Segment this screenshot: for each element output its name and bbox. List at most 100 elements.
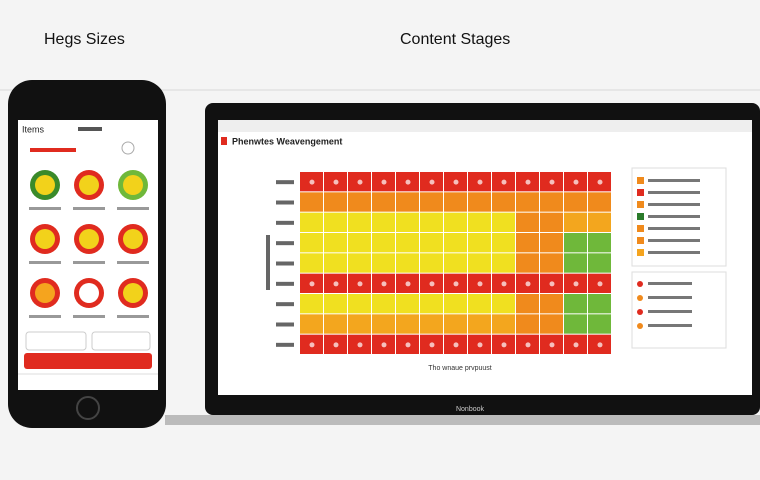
heatmap-cell: [564, 314, 587, 334]
text-placeholder: [73, 261, 105, 264]
heatmap-cell: [468, 314, 491, 334]
legend-swatch: [637, 249, 644, 256]
heatmap-cell: [372, 253, 395, 273]
legend-icon: [637, 295, 643, 301]
legend-icon: [637, 323, 643, 329]
button[interactable]: [91, 331, 151, 351]
heatmap-cell: [468, 294, 491, 314]
heatmap-cell: [588, 212, 611, 232]
cell-icon: [549, 281, 555, 287]
y-axis-label-placeholder: [266, 235, 270, 290]
cell-icon: [381, 342, 387, 348]
legend-text-placeholder: [648, 179, 700, 182]
icon-core: [79, 175, 99, 195]
heatmap-cell: [396, 212, 419, 232]
text-placeholder: [117, 315, 149, 318]
heatmap-cell: [516, 253, 539, 273]
cell-icon: [525, 342, 531, 348]
cell-icon: [501, 179, 507, 185]
primary-button[interactable]: [24, 353, 152, 369]
heatmap-cell: [348, 253, 371, 273]
button[interactable]: [25, 331, 87, 351]
icon-core: [79, 229, 99, 249]
heatmap-cell: [540, 253, 563, 273]
legend-swatch: [637, 237, 644, 244]
text-placeholder: [29, 207, 61, 210]
cell-icon: [429, 281, 435, 287]
icon-core: [35, 229, 55, 249]
cell-icon: [549, 342, 555, 348]
heatmap-cell: [396, 233, 419, 253]
heatmap-cell: [372, 314, 395, 334]
icon-core: [123, 229, 143, 249]
heatmap-cell: [492, 314, 515, 334]
heatmap-cell: [372, 233, 395, 253]
cell-icon: [453, 342, 459, 348]
cell-icon: [357, 179, 363, 185]
cell-icon: [309, 342, 315, 348]
text-placeholder: [29, 315, 61, 318]
heatmap-cell: [396, 253, 419, 273]
heatmap-cell: [300, 212, 323, 232]
cell-icon: [333, 342, 339, 348]
heatmap-cell: [444, 294, 467, 314]
heatmap-cell: [516, 212, 539, 232]
heatmap-cell: [588, 314, 611, 334]
cell-icon: [357, 281, 363, 287]
home-button[interactable]: [76, 396, 100, 420]
heatmap-cell: [396, 294, 419, 314]
cell-icon: [597, 342, 603, 348]
cell-icon: [549, 179, 555, 185]
heatmap-cell: [516, 314, 539, 334]
heatmap-cell: [492, 253, 515, 273]
legend-swatch: [637, 225, 644, 232]
heatmap-cell: [372, 294, 395, 314]
heatmap-cell: [372, 212, 395, 232]
heatmap-cell: [420, 233, 443, 253]
legend-text-placeholder: [648, 215, 700, 218]
heatmap-cell: [564, 294, 587, 314]
cell-icon: [309, 179, 315, 185]
cell-icon: [381, 281, 387, 287]
text-placeholder: [117, 207, 149, 210]
text-placeholder: [30, 148, 76, 152]
row-label-placeholder: [276, 261, 294, 266]
legend-icon: [637, 309, 643, 315]
heatmap-cell: [588, 294, 611, 314]
legend-text-placeholder: [648, 296, 692, 299]
icon[interactable]: [121, 141, 135, 155]
phone-icons: [29, 170, 149, 318]
text-placeholder: [29, 261, 61, 264]
heatmap-cell: [348, 233, 371, 253]
heatmap-cell: [492, 212, 515, 232]
left-title: Hegs Sizes: [44, 31, 125, 48]
heatmap-cell: [540, 192, 563, 212]
heatmap-cell: [420, 294, 443, 314]
legend-text-placeholder: [648, 191, 700, 194]
heatmap-cell: [516, 192, 539, 212]
row-label-placeholder: [276, 220, 294, 225]
heatmap-cell: [348, 294, 371, 314]
heatmap-cell: [348, 212, 371, 232]
legend-text-placeholder: [648, 203, 700, 206]
heatmap-cell: [300, 192, 323, 212]
cell-icon: [573, 342, 579, 348]
text-placeholder: [73, 315, 105, 318]
cell-icon: [309, 281, 315, 287]
heatmap-cell: [492, 294, 515, 314]
cell-icon: [573, 179, 579, 185]
cell-icon: [501, 281, 507, 287]
heatmap-cell: [468, 233, 491, 253]
cell-icon: [333, 179, 339, 185]
heatmap-cell: [564, 253, 587, 273]
right-title: Content Stages: [400, 31, 510, 48]
legend-text-placeholder: [648, 282, 692, 285]
cell-icon: [405, 342, 411, 348]
heatmap-cell: [564, 212, 587, 232]
cell-icon: [501, 342, 507, 348]
cell-icon: [477, 179, 483, 185]
heatmap-cell: [516, 233, 539, 253]
heatmap-cell: [564, 192, 587, 212]
legend-icon: [637, 281, 643, 287]
